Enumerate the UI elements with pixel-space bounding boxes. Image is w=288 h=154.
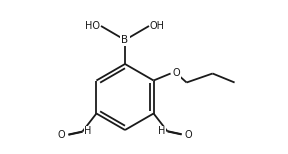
Text: H: H (158, 126, 166, 136)
Text: O: O (173, 69, 180, 79)
Text: OH: OH (149, 21, 164, 31)
Text: B: B (122, 35, 128, 45)
Text: O: O (185, 130, 192, 140)
Text: O: O (58, 130, 65, 140)
Text: HO: HO (86, 21, 101, 31)
Text: H: H (84, 126, 92, 136)
